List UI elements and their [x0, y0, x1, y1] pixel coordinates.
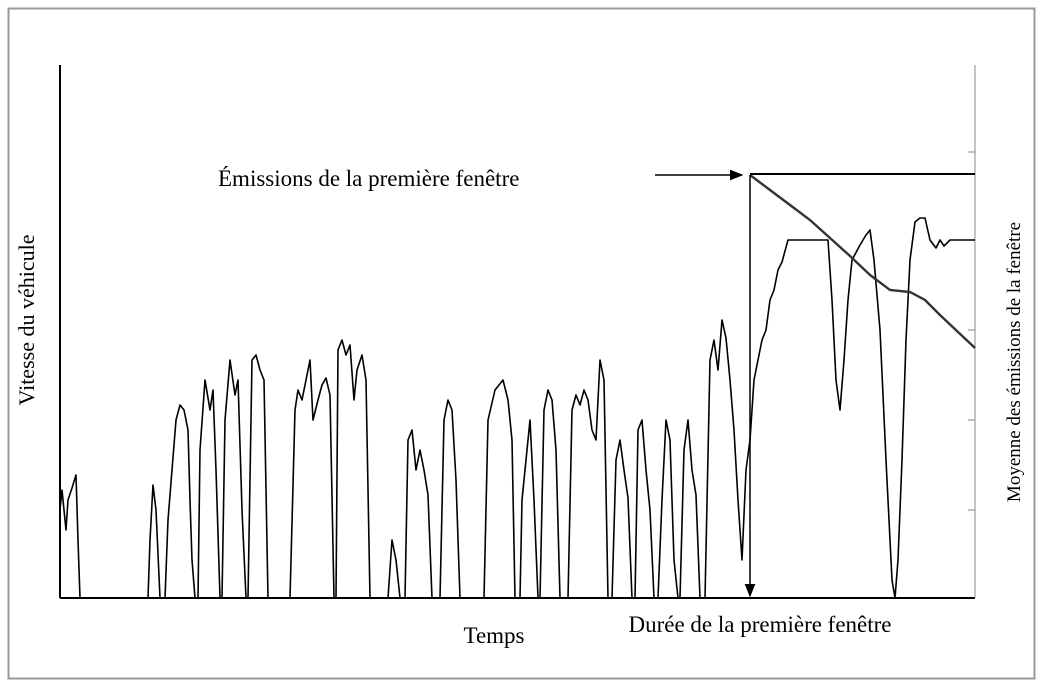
duration-label: Durée de la première fenêtre	[628, 612, 891, 637]
y-axis-label: Vitesse du véhicule	[14, 235, 39, 406]
speed-trace	[59, 217, 975, 599]
emissions-label: Émissions de la première fenêtre	[218, 166, 519, 191]
y2-axis-label: Moyenne des émissions de la fenêtre	[1004, 222, 1025, 502]
x-axis-label: Temps	[464, 623, 525, 648]
frame	[7, 7, 1036, 680]
average-emissions-curve	[749, 174, 976, 349]
